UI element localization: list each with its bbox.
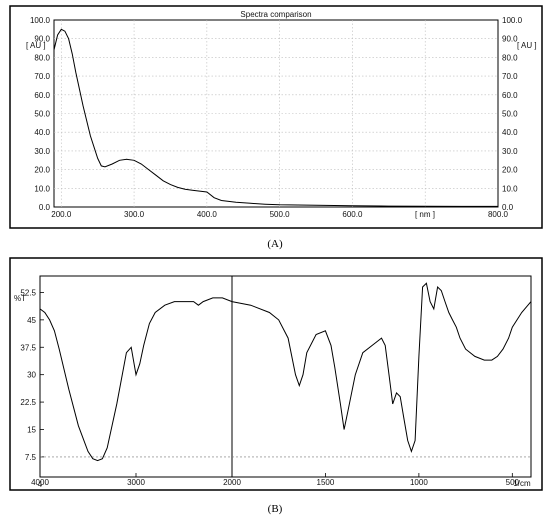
chart-a-ytick-left: 40.0 xyxy=(34,128,50,137)
panel-b-frame xyxy=(9,257,543,491)
chart-b-xlabel: 1/cm xyxy=(513,479,531,488)
chart-b-ylabel: %T xyxy=(14,294,26,303)
chart-b-ytick: 15 xyxy=(27,425,36,434)
chart-a-ytick-right: 100.0 xyxy=(502,16,523,25)
chart-a-ytick-right: 0.0 xyxy=(502,203,514,212)
chart-a-ytick-left: 50.0 xyxy=(34,110,50,119)
chart-a-ylabel-left: [ AU ] xyxy=(26,41,46,50)
chart-a-xtick: 200.0 xyxy=(51,210,72,219)
chart-b-ytick: 45 xyxy=(27,316,36,325)
chart-b-xtick: 2000 xyxy=(223,478,241,487)
chart-a-ytick-right: 70.0 xyxy=(502,72,518,81)
chart-a-series-line xyxy=(53,28,498,207)
chart-a-ytick-left: 90.0 xyxy=(34,35,50,44)
panel-a-frame xyxy=(9,5,543,229)
chart-a-xtick: 600.0 xyxy=(342,210,363,219)
chart-a-gridlines xyxy=(54,20,498,207)
chart-a-ytick-left: 70.0 xyxy=(34,72,50,81)
chart-a-ylabel-right: [ AU ] xyxy=(517,41,537,50)
chart-b-tick-labels: 7.5 15 22.5 30 37.5 45 52.5 4000 3000 2000 1500 100… xyxy=(20,288,531,487)
chart-a-ytick-right: 20.0 xyxy=(502,166,518,175)
chart-b-xtick: 1500 xyxy=(317,478,335,487)
chart-b-ytick: 37.5 xyxy=(20,343,36,352)
chart-a-xtick: 800.0 xyxy=(488,210,509,219)
chart-a-ytick-left: 10.0 xyxy=(34,184,50,193)
chart-a-ytick-right: 40.0 xyxy=(502,128,518,137)
chart-a-xlabel: [ nm ] xyxy=(415,210,435,219)
chart-a-ytick-right: 60.0 xyxy=(502,91,518,100)
chart-a-tick-labels: 0.0 0.0 10.0 10.0 20.0 20.0 30.0 30.0 40.0 40.0 50… xyxy=(30,16,523,219)
chart-a-ytick-left: 100.0 xyxy=(30,16,51,25)
chart-a-ytick-right: 30.0 xyxy=(502,147,518,156)
chart-b-series-line xyxy=(39,282,532,462)
chart-b-ytick: 30 xyxy=(27,371,36,380)
chart-b-ytick: 22.5 xyxy=(20,398,36,407)
chart-b-xtick: 500 xyxy=(506,478,520,487)
chart-b-ytick: 7.5 xyxy=(25,453,37,462)
caption-a: (A) xyxy=(267,238,283,250)
chart-a-ytick-right: 80.0 xyxy=(502,53,518,62)
chart-b-xtick: 3000 xyxy=(127,478,145,487)
chart-a-xtick: 500.0 xyxy=(270,210,291,219)
chart-b-xtick: 4000 xyxy=(31,478,49,487)
chart-a-ytick-left: 30.0 xyxy=(34,147,50,156)
chart-a-title: Spectra comparison xyxy=(240,10,311,19)
chart-a-ytick-left: 0.0 xyxy=(39,203,51,212)
chart-a-xtick: 300.0 xyxy=(124,210,145,219)
plot-b-area xyxy=(39,275,532,478)
chart-b-ytick: 52.5 xyxy=(20,288,36,297)
chart-a-ytick-right: 90.0 xyxy=(502,35,518,44)
chart-a-ytick-left: 60.0 xyxy=(34,91,50,100)
caption-b: (B) xyxy=(268,503,283,515)
chart-a-xtick: 400.0 xyxy=(197,210,218,219)
chart-b-x-sub: 4 xyxy=(38,480,43,489)
chart-a-ytick-left: 80.0 xyxy=(34,53,50,62)
chart-a-ytick-right: 10.0 xyxy=(502,184,518,193)
chart-a-ytick-right: 50.0 xyxy=(502,110,518,119)
chart-a-ytick-left: 20.0 xyxy=(34,166,50,175)
chart-b-xtick: 1000 xyxy=(410,478,428,487)
